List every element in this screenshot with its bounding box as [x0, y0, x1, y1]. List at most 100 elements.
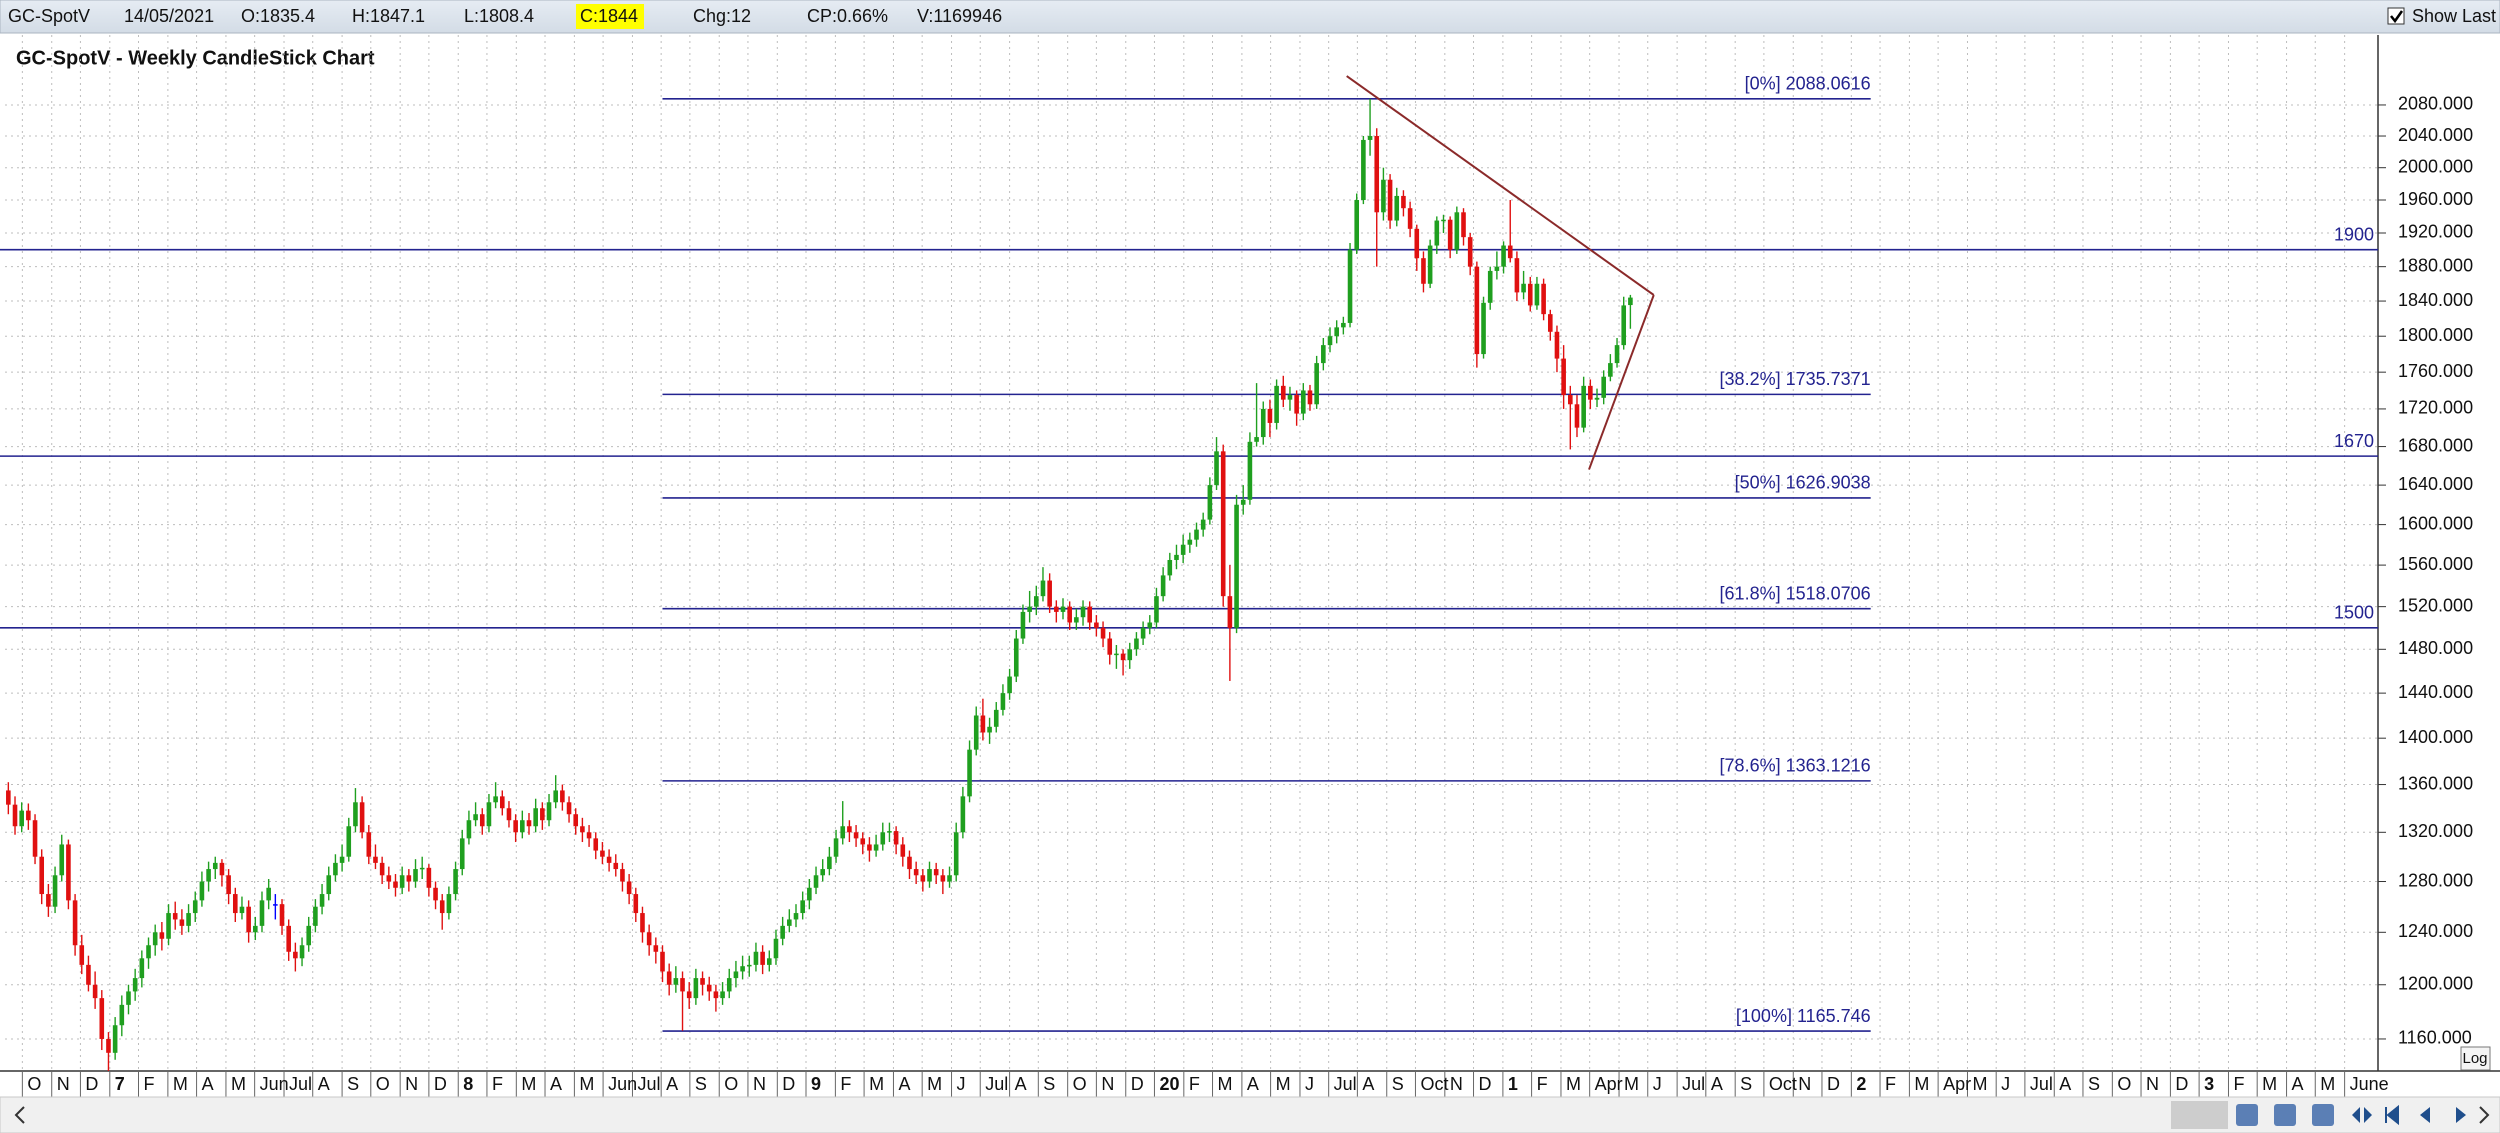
candle-body	[1447, 219, 1453, 250]
x-tick-label: D	[1827, 1074, 1840, 1094]
candle-body	[186, 913, 191, 926]
candle-body	[660, 951, 665, 972]
x-tick-label: A	[1247, 1074, 1259, 1094]
prev-button[interactable]	[2420, 1107, 2430, 1123]
x-tick-label: F	[2233, 1074, 2244, 1094]
candle-body	[840, 826, 846, 839]
candle-body	[192, 900, 198, 914]
candle-body	[493, 796, 498, 803]
candle-body	[673, 978, 679, 985]
candle-body	[820, 869, 826, 876]
candle-body	[1314, 363, 1319, 405]
fibonacci-label: [0%] 2088.0616	[1745, 74, 1871, 94]
x-tick-label: F	[492, 1074, 503, 1094]
candle-body	[246, 906, 251, 933]
y-tick-label: 1200.000	[2398, 973, 2473, 993]
next-button[interactable]	[2456, 1107, 2466, 1123]
zoom-in-button[interactable]	[2236, 1104, 2258, 1126]
candle-body	[299, 945, 305, 959]
candle-body	[1180, 544, 1186, 555]
candle-body	[239, 906, 245, 914]
zoom-reset-button[interactable]	[2312, 1104, 2334, 1126]
candle-body	[1588, 385, 1593, 400]
candle-body	[887, 831, 892, 833]
candle-body	[900, 844, 906, 857]
y-tick-label: 1680.000	[2398, 435, 2473, 455]
candle-body	[1427, 245, 1433, 284]
candle-body	[1027, 606, 1032, 612]
candle-body	[726, 978, 732, 992]
volume: V:1169946	[917, 6, 1002, 26]
candle-body	[753, 951, 759, 965]
candle-body	[1047, 580, 1052, 607]
x-tick-label: O	[1073, 1074, 1087, 1094]
x-tick-label: J	[1305, 1074, 1314, 1094]
zoom-out-button[interactable]	[2274, 1104, 2296, 1126]
scrollbar[interactable]	[0, 1096, 2500, 1133]
candle-body	[1487, 270, 1493, 303]
candle-body	[132, 978, 138, 992]
date: 14/05/2021	[124, 6, 214, 26]
candle-body	[293, 951, 298, 959]
check-mark	[2390, 10, 2404, 24]
candle-body	[913, 869, 919, 876]
scroll-right[interactable]	[2479, 1106, 2490, 1124]
candle-body	[1381, 179, 1386, 213]
scroll-thumb[interactable]	[2171, 1101, 2228, 1129]
log-button-label[interactable]: Log	[2462, 1050, 2487, 1067]
candle-body	[1621, 305, 1627, 346]
x-tick-label: A	[2292, 1074, 2304, 1094]
x-tick-label: F	[1885, 1074, 1896, 1094]
candle-body	[166, 913, 171, 939]
candle-body	[52, 875, 58, 907]
x-tick-label: N	[753, 1074, 766, 1094]
x-tick-label: 1	[1508, 1074, 1518, 1094]
candle-body	[1280, 385, 1286, 400]
candle-body	[126, 991, 131, 1005]
x-tick-label: F	[144, 1074, 155, 1094]
candle-body	[159, 932, 165, 939]
fit-button[interactable]	[2352, 1107, 2372, 1123]
candle-body	[112, 1025, 118, 1053]
candle-body	[967, 749, 972, 797]
candle-body	[479, 814, 485, 827]
candle-body	[199, 881, 205, 901]
candle-body	[333, 862, 338, 876]
candle-body	[813, 875, 819, 888]
candle-body	[1454, 212, 1460, 250]
candle-body	[326, 875, 332, 895]
candle-body	[807, 887, 812, 901]
candle-body	[780, 925, 785, 939]
candle-body	[353, 802, 358, 827]
x-tick-label: Jul	[637, 1074, 660, 1094]
y-tick-label: 2000.000	[2398, 156, 2473, 176]
candle-body	[506, 808, 512, 821]
x-tick-label: M	[2262, 1074, 2277, 1094]
candle-body	[1020, 611, 1026, 639]
y-tick-label: 1640.000	[2398, 474, 2473, 494]
candle-body	[993, 709, 999, 727]
candle-body	[953, 832, 959, 876]
candle-body	[646, 932, 652, 946]
candle-body	[1174, 554, 1179, 560]
log-button[interactable]	[2460, 1046, 2491, 1071]
y-tick-label: 1880.000	[2398, 255, 2473, 275]
candle-body	[1387, 179, 1393, 221]
x-tick-label: M	[521, 1074, 536, 1094]
candle-body	[393, 881, 398, 888]
first-button[interactable]	[2385, 1104, 2399, 1126]
candle-body	[1100, 627, 1106, 639]
scroll-left[interactable]	[14, 1106, 25, 1124]
change-pct: CP:0.66%	[807, 6, 888, 26]
candle-body	[867, 844, 872, 851]
candle-body	[1614, 345, 1620, 364]
candle-body	[1494, 266, 1500, 271]
candle-body	[386, 875, 392, 882]
x-tick-label: Apr	[1595, 1074, 1623, 1094]
candle-body	[1434, 220, 1440, 246]
x-tick-label: M	[173, 1074, 188, 1094]
x-tick-label: F	[1189, 1074, 1200, 1094]
show-last-label[interactable]: Show Last	[2412, 6, 2496, 26]
